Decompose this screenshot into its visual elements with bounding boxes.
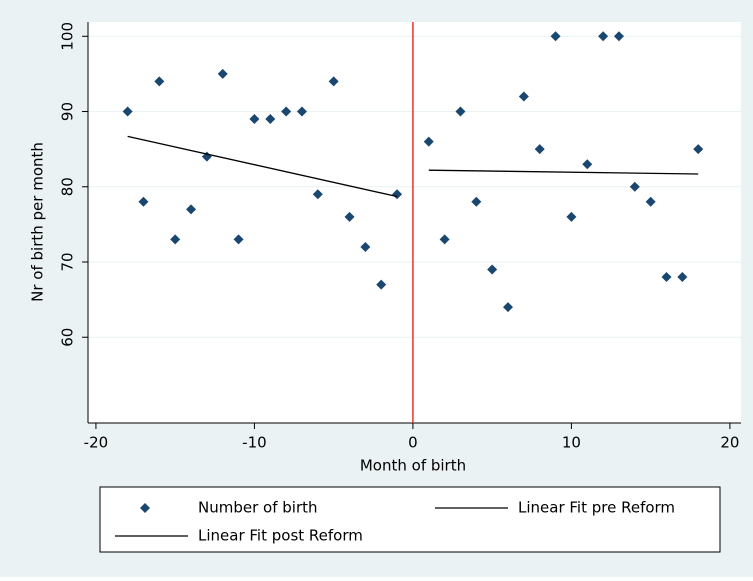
point	[487, 264, 498, 275]
point	[582, 159, 593, 170]
fit-line	[428, 169, 699, 175]
point	[312, 189, 323, 200]
y-tick-label: 70	[59, 252, 77, 271]
legend-label: Number of birth	[198, 499, 318, 517]
plot-area	[88, 22, 741, 423]
point	[392, 189, 403, 200]
y-tick-label: 100	[59, 22, 77, 51]
point	[455, 106, 466, 117]
point	[518, 91, 529, 102]
point	[645, 196, 656, 207]
point	[376, 279, 387, 290]
x-tick-label: -10	[242, 434, 267, 452]
point	[154, 76, 165, 87]
point	[503, 302, 514, 313]
point	[534, 144, 545, 155]
legend-label: Linear Fit pre Reform	[518, 499, 675, 517]
point	[693, 144, 704, 155]
legend	[99, 486, 721, 553]
point	[566, 211, 577, 222]
point	[613, 31, 624, 42]
point	[439, 234, 450, 245]
legend-marker	[140, 503, 150, 513]
fit-line	[127, 135, 398, 198]
legend-label: Linear Fit post Reform	[198, 527, 363, 545]
point	[661, 272, 672, 283]
point	[296, 106, 307, 117]
y-tick-label: 80	[59, 177, 77, 196]
point	[265, 114, 276, 125]
point	[471, 196, 482, 207]
y-tick-label: 90	[59, 102, 77, 121]
x-axis-title: Month of birth	[360, 457, 466, 475]
point	[423, 136, 434, 147]
point	[233, 234, 244, 245]
point	[170, 234, 181, 245]
x-tick-label: 0	[408, 434, 418, 452]
point	[598, 31, 609, 42]
point	[122, 106, 133, 117]
point	[328, 76, 339, 87]
point	[677, 272, 688, 283]
point	[281, 106, 292, 117]
y-axis-title: Nr of birth per month	[29, 142, 47, 302]
y-tick-label: 60	[59, 328, 77, 347]
point	[360, 241, 371, 252]
point	[550, 31, 561, 42]
x-tick-label: 10	[562, 434, 581, 452]
point	[186, 204, 197, 215]
point	[249, 114, 260, 125]
x-tick-label: 20	[720, 434, 739, 452]
point	[217, 68, 228, 79]
point	[138, 196, 149, 207]
point	[629, 181, 640, 192]
x-tick-label: -20	[84, 434, 109, 452]
point	[344, 211, 355, 222]
